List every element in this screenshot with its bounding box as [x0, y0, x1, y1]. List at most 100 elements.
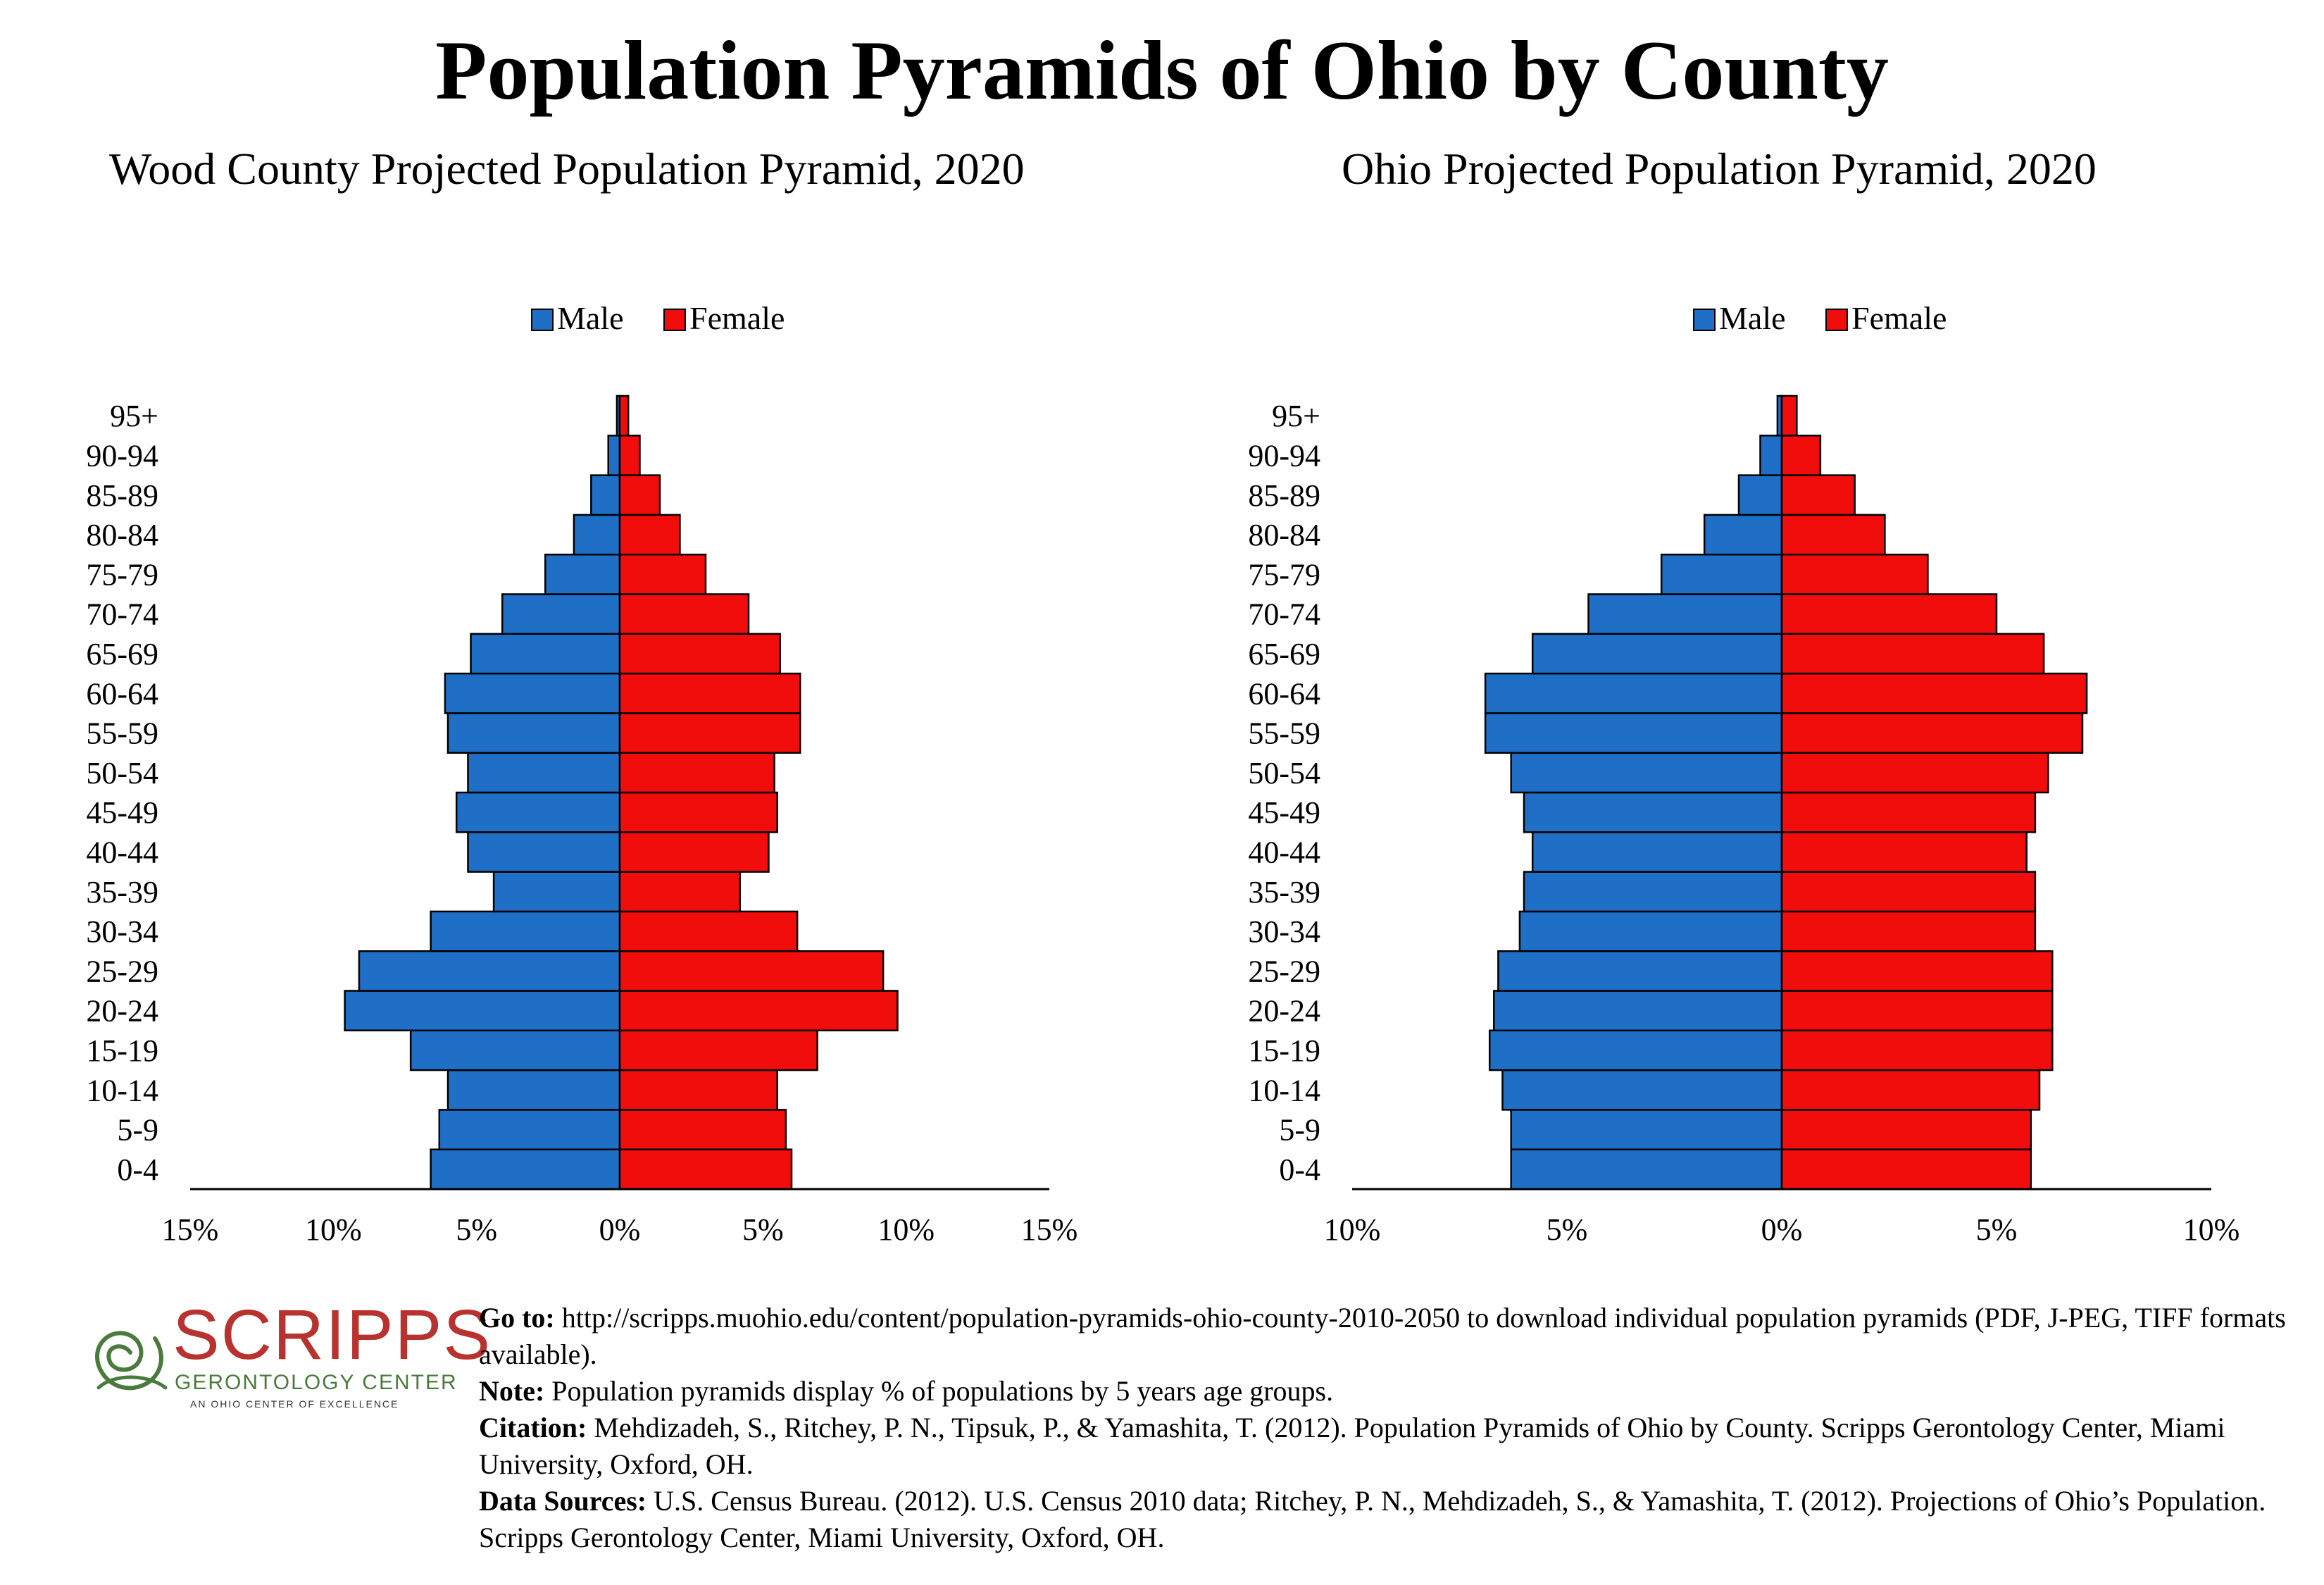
bar-female	[618, 394, 630, 437]
legend-male-label: Male	[1719, 300, 1786, 336]
bar-female	[618, 871, 742, 913]
age-group-label: 15-19	[86, 1033, 158, 1068]
age-group-label: 95+	[110, 399, 158, 433]
bar-female	[618, 514, 681, 556]
goto-note: Go to: http://scripps.muohio.edu/content…	[479, 1300, 2310, 1373]
sources-note: Data Sources: U.S. Census Bureau. (2012)…	[479, 1483, 2310, 1556]
x-tick-label: 0%	[1761, 1212, 1803, 1247]
wood-county-chart: Wood County Projected Population Pyramid…	[42, 141, 1141, 1268]
age-group-label: 65-69	[86, 637, 158, 671]
bar-male	[470, 633, 621, 675]
bar-female	[1780, 593, 1998, 635]
bar-male	[1587, 593, 1783, 635]
age-group-label: 35-39	[86, 875, 158, 909]
bar-female	[618, 435, 641, 476]
x-tick-label: 10%	[2183, 1212, 2240, 1247]
bar-male	[430, 910, 621, 952]
age-group-label: 30-34	[86, 914, 158, 949]
bar-female	[1780, 394, 1798, 437]
x-tick-label: 0%	[599, 1212, 641, 1247]
bar-male	[492, 871, 621, 913]
chart-legend: Male Female	[1693, 300, 1947, 336]
x-tick-label: 5%	[1976, 1212, 2018, 1247]
bar-female	[1780, 672, 2088, 714]
bar-male	[501, 593, 621, 635]
age-group-label: 65-69	[1248, 637, 1320, 671]
bar-male	[1501, 1069, 1783, 1111]
bar-female	[618, 1029, 818, 1071]
x-tick-label: 5%	[742, 1212, 784, 1247]
bar-female	[1780, 871, 2037, 913]
goto-label: Go to:	[479, 1302, 555, 1334]
age-group-label: 80-84	[86, 518, 158, 552]
bar-female	[1780, 791, 2037, 833]
bar-male	[1518, 910, 1783, 952]
bar-female	[618, 831, 770, 873]
bar-male	[444, 672, 621, 714]
bar-female	[1780, 633, 2045, 675]
age-group-label: 95+	[1272, 399, 1320, 433]
age-group-label: 40-44	[86, 835, 158, 869]
legend-female-label: Female	[1851, 300, 1947, 336]
bar-female	[618, 950, 885, 992]
bar-female	[618, 1109, 787, 1150]
bar-female	[618, 1069, 778, 1111]
age-group-label: 50-54	[86, 756, 158, 790]
bar-female	[1780, 990, 2054, 1032]
age-group-label: 45-49	[1248, 795, 1320, 830]
bar-female	[618, 553, 707, 595]
bar-female	[1780, 712, 2084, 754]
logo-wordmark: SCRIPPS	[173, 1295, 492, 1374]
bar-female	[1780, 1069, 2041, 1111]
bar-female	[1780, 474, 1856, 516]
citation-label: Citation:	[479, 1412, 587, 1443]
age-group-label: 80-84	[1248, 518, 1320, 552]
age-group-label: 55-59	[1248, 716, 1320, 751]
citation-note: Citation: Mehdizadeh, S., Ritchey, P. N.…	[479, 1410, 2310, 1483]
bar-male	[607, 435, 621, 476]
bar-female	[1780, 831, 2028, 873]
bar-male	[1484, 712, 1783, 754]
x-tick-label: 5%	[456, 1212, 497, 1247]
bar-male	[430, 1148, 621, 1191]
age-group-label: 90-94	[1248, 438, 1320, 473]
age-group-label: 35-39	[1248, 875, 1320, 909]
bar-female	[618, 791, 778, 833]
age-group-label: 0-4	[1279, 1152, 1320, 1187]
bar-female	[618, 712, 801, 754]
age-group-label: 75-79	[86, 557, 158, 592]
note-text: Population pyramids display % of populat…	[551, 1375, 1334, 1407]
bar-female	[1780, 553, 1929, 595]
bar-male	[409, 1029, 621, 1071]
scripps-logo: SCRIPPS GERONTOLOGY CENTER AN OHIO CENTE…	[85, 1296, 490, 1416]
bar-male	[1510, 1148, 1783, 1191]
bar-male	[1510, 1109, 1783, 1150]
bar-female	[618, 672, 801, 714]
age-group-label: 50-54	[1248, 756, 1320, 790]
x-tick-label: 5%	[1547, 1212, 1588, 1247]
bar-male	[344, 990, 621, 1032]
age-group-label: 75-79	[1248, 557, 1320, 592]
legend-male-label: Male	[557, 300, 624, 336]
age-group-label: 10-14	[86, 1073, 158, 1107]
bar-male	[1493, 990, 1783, 1032]
bar-male	[573, 514, 621, 556]
footer: SCRIPPS GERONTOLOGY CENTER AN OHIO CENTE…	[0, 1282, 2324, 1585]
logo-tagline: AN OHIO CENTER OF EXCELLENCE	[190, 1398, 399, 1410]
bar-male	[1660, 553, 1783, 595]
bar-male	[467, 752, 621, 794]
age-group-label: 30-34	[1248, 914, 1320, 949]
bar-female	[1780, 435, 1822, 476]
legend-female-swatch	[1825, 309, 1848, 331]
bar-male	[590, 474, 621, 516]
bar-male	[544, 553, 621, 595]
x-tick-label: 10%	[1324, 1212, 1381, 1247]
bar-male	[438, 1109, 621, 1150]
bar-female	[618, 474, 661, 516]
bar-male	[1523, 871, 1783, 913]
goto-text: http://scripps.muohio.edu/content/popula…	[479, 1302, 2286, 1370]
age-group-label: 25-29	[86, 954, 158, 988]
age-group-label: 60-64	[86, 676, 158, 711]
bar-male	[1531, 633, 1783, 675]
x-tick-label: 15%	[1021, 1212, 1078, 1247]
